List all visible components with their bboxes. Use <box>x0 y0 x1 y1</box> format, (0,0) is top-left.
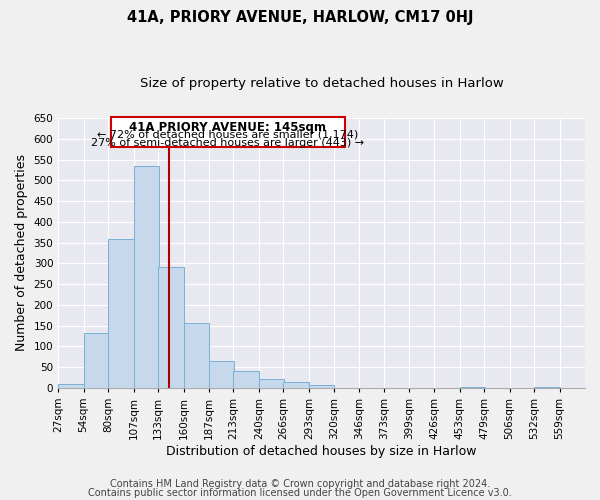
Bar <box>209 361 235 388</box>
Bar <box>58 384 83 388</box>
Bar <box>283 382 309 388</box>
Text: 41A PRIORY AVENUE: 145sqm: 41A PRIORY AVENUE: 145sqm <box>130 122 326 134</box>
Bar <box>108 239 134 388</box>
Text: Contains public sector information licensed under the Open Government Licence v3: Contains public sector information licen… <box>88 488 512 498</box>
Y-axis label: Number of detached properties: Number of detached properties <box>15 154 28 352</box>
Bar <box>233 371 259 388</box>
Bar <box>83 332 109 388</box>
Text: ← 72% of detached houses are smaller (1,174): ← 72% of detached houses are smaller (1,… <box>97 130 358 140</box>
Bar <box>184 322 209 388</box>
Bar <box>158 267 184 388</box>
Text: 41A, PRIORY AVENUE, HARLOW, CM17 0HJ: 41A, PRIORY AVENUE, HARLOW, CM17 0HJ <box>127 10 473 25</box>
Bar <box>134 166 159 388</box>
Bar <box>309 385 334 388</box>
Bar <box>259 378 284 388</box>
Text: Contains HM Land Registry data © Crown copyright and database right 2024.: Contains HM Land Registry data © Crown c… <box>110 479 490 489</box>
FancyBboxPatch shape <box>111 117 344 147</box>
Text: 27% of semi-detached houses are larger (443) →: 27% of semi-detached houses are larger (… <box>91 138 364 148</box>
Title: Size of property relative to detached houses in Harlow: Size of property relative to detached ho… <box>140 78 503 90</box>
X-axis label: Distribution of detached houses by size in Harlow: Distribution of detached houses by size … <box>166 444 477 458</box>
